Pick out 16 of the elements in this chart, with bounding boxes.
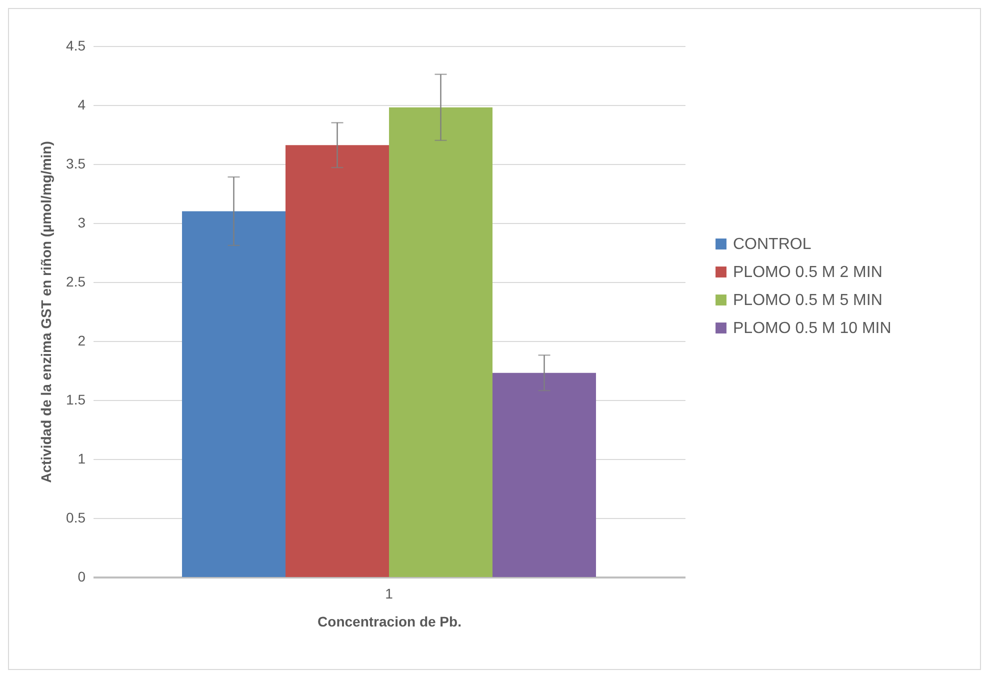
y-tick-label: 0.5 (66, 510, 86, 526)
y-tick-label: 4 (78, 96, 86, 112)
legend-label: CONTROL (733, 236, 812, 253)
y-tick-label: 2 (78, 332, 86, 348)
y-tick-label: 1 (78, 450, 86, 466)
y-axis-title: Actividad de la enzima GST en riñon (µmol/mg/min) (38, 141, 54, 483)
y-tick-label: 3.5 (66, 156, 86, 172)
y-tick-label: 2.5 (66, 274, 86, 290)
x-axis-title: Concentracion de Pb. (318, 614, 462, 630)
legend-label: PLOMO 0.5 M 10 MIN (733, 320, 892, 337)
y-tick-label: 3 (78, 214, 86, 230)
legend-label: PLOMO 0.5 M 5 MIN (733, 292, 882, 309)
y-tick-label: 4.5 (66, 38, 86, 54)
y-tick-label: 0 (78, 568, 86, 584)
y-tick-label: 1.5 (66, 392, 86, 408)
legend-label: PLOMO 0.5 M 2 MIN (733, 264, 882, 281)
